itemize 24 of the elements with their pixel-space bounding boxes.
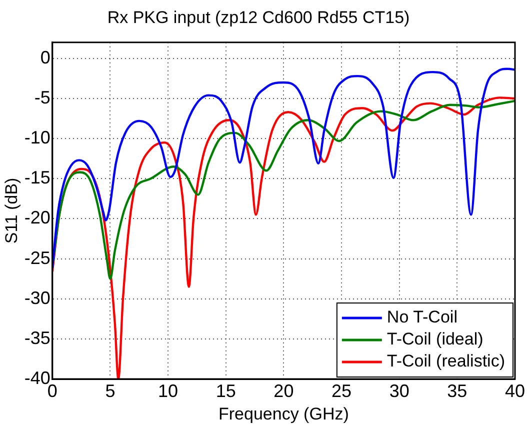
legend-label: T-Coil (ideal) xyxy=(386,330,484,349)
x-tick-label: 20 xyxy=(274,380,294,401)
x-tick-label: 30 xyxy=(389,380,410,401)
y-axis-title: S11 (dB) xyxy=(2,178,21,244)
y-tick-label: -35 xyxy=(24,328,50,348)
y-tick-label: -20 xyxy=(24,208,50,228)
y-tick-label: -5 xyxy=(34,87,50,108)
x-tick-label: 25 xyxy=(332,380,352,401)
y-tick-label: 0 xyxy=(40,47,50,68)
y-tick-label: -25 xyxy=(24,248,50,268)
chart-title: Rx PKG input (zp12 Cd600 Rd55 CT15) xyxy=(107,8,410,27)
x-tick-label: 35 xyxy=(447,380,468,401)
x-axis-title: Frequency (GHz) xyxy=(218,404,349,424)
x-tick-label: 10 xyxy=(158,380,178,401)
legend-label: No T-Coil xyxy=(386,308,458,327)
x-tick-label: 5 xyxy=(105,380,116,401)
x-tick-label: 40 xyxy=(504,380,526,401)
line-series xyxy=(52,100,515,280)
x-tick-label: 15 xyxy=(216,380,236,401)
legend-label: T-Coil (realistic) xyxy=(386,352,505,371)
y-tick-label: -30 xyxy=(24,288,50,308)
y-tick-label: -15 xyxy=(24,168,50,188)
line-series xyxy=(52,68,515,268)
y-tick-label: -10 xyxy=(24,128,50,148)
